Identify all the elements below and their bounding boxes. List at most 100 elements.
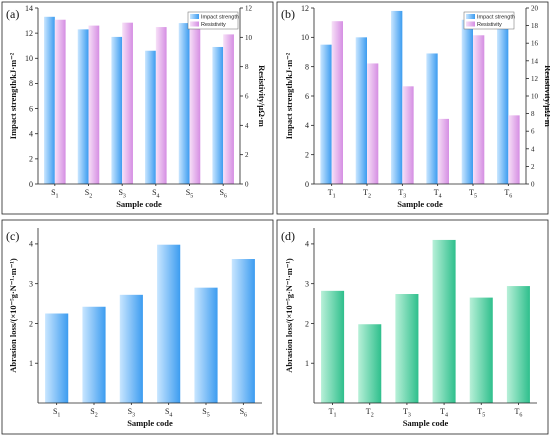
x-tick-label: T1 xyxy=(329,407,337,419)
x-tick-label: T6 xyxy=(514,407,522,419)
y2-axis-title: Resistivity/μΩ·m xyxy=(543,65,550,127)
x-tick-label: S1 xyxy=(53,407,60,419)
bar-resistivity-T3 xyxy=(402,86,414,184)
y2-tick-label: 4 xyxy=(531,145,535,153)
panel-border xyxy=(276,1,549,215)
legend-swatch xyxy=(466,14,475,19)
bar-abrasion-loss-T1 xyxy=(321,290,345,403)
bar-impact-strength-T1 xyxy=(320,44,332,184)
bar-resistivity-S6 xyxy=(223,34,234,185)
x-tick-label: S6 xyxy=(240,407,247,419)
y-tick-label: 4 xyxy=(305,240,309,249)
y2-tick-label: 2 xyxy=(245,151,249,159)
x-tick-label: T3 xyxy=(403,407,411,419)
legend-swatch xyxy=(190,21,199,27)
x-tick-label: S4 xyxy=(152,188,159,200)
x-tick-label: T2 xyxy=(363,188,371,200)
x-tick-label: T2 xyxy=(366,407,374,419)
legend-swatch xyxy=(190,14,199,19)
y2-tick-label: 12 xyxy=(245,5,253,13)
legend-frame xyxy=(463,11,515,30)
bar-impact-strength-S2 xyxy=(77,29,89,185)
x-tick-label: S4 xyxy=(165,407,172,419)
y-tick-label: 1 xyxy=(29,359,33,368)
x-tick-label: S2 xyxy=(90,407,97,419)
y-tick-label: 2 xyxy=(29,155,33,164)
y-tick-label: 8 xyxy=(29,79,33,88)
y-tick-label: 4 xyxy=(29,240,33,249)
panel-border xyxy=(1,1,274,215)
x-axis-title: Sample code xyxy=(116,199,162,209)
y2-tick-label: 14 xyxy=(531,57,539,65)
y-tick-label: 0 xyxy=(29,180,33,189)
y-axis-title: Impact strength/kJ·m⁻² xyxy=(284,52,294,139)
x-tick-label: S3 xyxy=(118,188,125,200)
x-tick-label: S5 xyxy=(202,407,209,419)
bar-resistivity-T1 xyxy=(331,21,343,185)
x-tick-label: T5 xyxy=(469,188,477,200)
legend-frame xyxy=(187,11,239,30)
bar-abrasion-loss-T2 xyxy=(358,324,382,403)
y2-tick-label: 10 xyxy=(245,34,253,42)
y-tick-label: 1 xyxy=(305,359,309,368)
bar-resistivity-T6 xyxy=(508,115,520,184)
y-tick-label: 12 xyxy=(25,29,33,38)
x-tick-label: S1 xyxy=(51,188,58,200)
y2-tick-label: 16 xyxy=(531,40,539,48)
bar-abrasion-loss-S4 xyxy=(157,244,181,403)
x-tick-label: T6 xyxy=(504,188,512,200)
y-tick-label: 14 xyxy=(25,4,33,13)
bar-abrasion-loss-T3 xyxy=(395,294,419,403)
y-tick-label: 2 xyxy=(305,150,309,159)
y2-tick-label: 8 xyxy=(531,110,535,118)
y-tick-label: 6 xyxy=(29,104,33,113)
bar-abrasion-loss-S3 xyxy=(119,294,143,403)
bar-abrasion-loss-S6 xyxy=(231,259,255,403)
bar-impact-strength-T2 xyxy=(355,37,367,184)
panel-border xyxy=(1,219,274,435)
x-axis-title: Sample code xyxy=(403,418,449,428)
bar-resistivity-S5 xyxy=(189,13,201,185)
y2-tick-label: 8 xyxy=(245,63,249,71)
y2-tick-label: 12 xyxy=(531,75,539,83)
y-tick-label: 4 xyxy=(29,130,33,139)
bar-abrasion-loss-S5 xyxy=(194,287,218,403)
x-tick-label: T1 xyxy=(328,188,336,200)
y-tick-label: 6 xyxy=(305,92,309,101)
x-tick-label: S2 xyxy=(85,188,92,200)
bar-impact-strength-S3 xyxy=(111,36,123,184)
y-tick-label: 4 xyxy=(305,121,309,130)
panel-label: (a) xyxy=(6,7,19,21)
legend-label: Resistivity xyxy=(477,22,502,28)
bar-abrasion-loss-S1 xyxy=(45,313,69,403)
bar-impact-strength-T3 xyxy=(391,10,403,185)
y2-tick-label: 6 xyxy=(531,128,535,136)
y2-tick-label: 4 xyxy=(245,122,249,130)
y-tick-label: 12 xyxy=(301,4,309,13)
panel-border xyxy=(276,219,549,435)
bar-resistivity-T4 xyxy=(437,118,449,184)
y-tick-label: 2 xyxy=(29,319,33,328)
y2-tick-label: 0 xyxy=(531,181,535,189)
y-tick-label: 10 xyxy=(301,33,309,42)
bar-abrasion-loss-T6 xyxy=(506,286,530,403)
bar-abrasion-loss-T4 xyxy=(432,239,456,403)
panel-label: (b) xyxy=(281,7,295,21)
x-tick-label: T4 xyxy=(440,407,448,419)
y-tick-label: 8 xyxy=(305,62,309,71)
legend-label: Impact strength xyxy=(201,15,239,21)
y2-tick-label: 18 xyxy=(531,22,539,30)
bar-impact-strength-T4 xyxy=(426,53,438,184)
y-tick-label: 10 xyxy=(25,54,33,63)
chart-panel-d: (d) 1 2 3 4 T1 T2 T3 T4 T5 T6 Sample code Abrasion l… xyxy=(276,219,549,435)
legend-label: Resistivity xyxy=(201,22,226,28)
x-tick-label: S5 xyxy=(186,188,193,200)
bar-impact-strength-S6 xyxy=(212,46,224,184)
bar-resistivity-S2 xyxy=(88,25,100,184)
x-tick-label: S6 xyxy=(219,188,226,200)
chart-panel-c: (c) 1 2 3 4 S1 S2 S3 S4 S5 S6 Sample code Abrasion l… xyxy=(1,219,274,435)
y-tick-label: 3 xyxy=(29,279,33,288)
bar-resistivity-S1 xyxy=(54,19,66,185)
